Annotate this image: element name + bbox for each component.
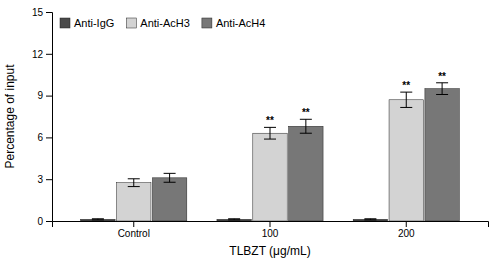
y-tick-line xyxy=(46,12,52,13)
y-tick-line xyxy=(46,96,52,97)
error-cap xyxy=(400,107,412,108)
legend-swatch xyxy=(60,18,70,28)
y-tick-label: 15 xyxy=(32,7,44,18)
error-cap xyxy=(92,218,104,219)
error-bar xyxy=(270,127,271,139)
bar xyxy=(253,133,287,221)
y-tick: 3 xyxy=(37,174,52,185)
legend-item: Anti-AcH3 xyxy=(126,17,190,29)
y-tick: 0 xyxy=(37,216,52,227)
data-marks xyxy=(81,83,460,221)
x-tick: 100 xyxy=(262,221,279,239)
y-tick: 12 xyxy=(32,49,52,60)
x-tick-line xyxy=(133,221,134,227)
error-bar xyxy=(406,92,407,107)
error-bar xyxy=(133,179,134,187)
significance-label: ** xyxy=(402,80,410,91)
error-cap xyxy=(436,94,448,95)
error-cap xyxy=(228,218,240,219)
bar xyxy=(425,89,459,221)
y-tick-line xyxy=(46,221,52,222)
legend-item: Anti-IgG xyxy=(60,17,114,29)
significance-label: ** xyxy=(302,107,310,118)
bar xyxy=(152,178,186,221)
error-cap xyxy=(228,219,240,220)
y-tick-label: 12 xyxy=(32,49,44,60)
series-group xyxy=(117,92,424,221)
axis-domain xyxy=(53,222,489,228)
error-cap xyxy=(128,186,140,187)
y-tick-line xyxy=(46,179,52,180)
legend-swatch xyxy=(202,18,212,28)
bar xyxy=(117,183,151,221)
annotations: ** ** ** ** xyxy=(266,71,446,127)
x-tick: Control xyxy=(118,221,150,239)
y-tick-label: 9 xyxy=(37,90,43,101)
plot-area: 03691215Control100200********Anti-IgGAnt… xyxy=(32,7,489,239)
series-group xyxy=(152,83,459,221)
chart-svg: 03691215Control100200********Anti-IgGAnt… xyxy=(0,0,500,263)
bar xyxy=(81,219,115,221)
error-cap xyxy=(128,178,140,179)
chart-container: 03691215Control100200********Anti-IgGAnt… xyxy=(0,0,500,263)
x-tick-label: Control xyxy=(118,228,150,239)
y-tick-label: 3 xyxy=(37,174,43,185)
y-tick: 15 xyxy=(32,7,52,18)
error-cap xyxy=(164,173,176,174)
legend-item: Anti-AcH4 xyxy=(202,17,266,29)
x-tick-line xyxy=(270,221,271,227)
x-tick: 200 xyxy=(398,221,415,239)
x-tick-label: 200 xyxy=(398,228,415,239)
error-cap xyxy=(364,218,376,219)
legend: Anti-IgG Anti-AcH3 Anti-AcH4 xyxy=(60,17,265,29)
error-cap xyxy=(364,219,376,220)
error-bar xyxy=(442,83,443,95)
axis-domain xyxy=(46,13,53,222)
error-cap xyxy=(300,119,312,120)
error-cap xyxy=(92,219,104,220)
y-tick: 6 xyxy=(37,132,52,143)
error-cap xyxy=(164,182,176,183)
error-cap xyxy=(400,92,412,93)
error-cap xyxy=(300,133,312,134)
bar xyxy=(389,100,423,221)
y-tick-line xyxy=(46,137,52,138)
y-tick-label: 6 xyxy=(37,132,43,143)
bar xyxy=(289,126,323,221)
y-tick-line xyxy=(46,54,52,55)
y-tick: 9 xyxy=(37,90,52,101)
x-tick-label: 100 xyxy=(262,228,279,239)
error-bar xyxy=(169,173,170,182)
error-bar xyxy=(305,119,306,133)
error-cap xyxy=(264,127,276,128)
x-tick-line xyxy=(406,221,407,227)
significance-label: ** xyxy=(438,71,446,82)
error-cap xyxy=(264,139,276,140)
bar xyxy=(217,219,251,221)
error-cap xyxy=(436,82,448,83)
legend-label: Anti-AcH3 xyxy=(140,17,190,29)
y-tick-label: 0 xyxy=(37,216,43,227)
x-axis: Control 100 200 xyxy=(53,221,489,239)
bar xyxy=(353,219,387,221)
significance-label: ** xyxy=(266,115,274,126)
legend-label: Anti-AcH4 xyxy=(216,17,266,29)
legend-label: Anti-IgG xyxy=(74,17,114,29)
x-axis-title: TLBZT (μg/mL) xyxy=(229,244,310,258)
y-axis: 0 3 6 9 12 15 xyxy=(32,7,53,227)
y-axis-title: Percentage of input xyxy=(3,64,17,169)
legend-swatch xyxy=(126,18,136,28)
